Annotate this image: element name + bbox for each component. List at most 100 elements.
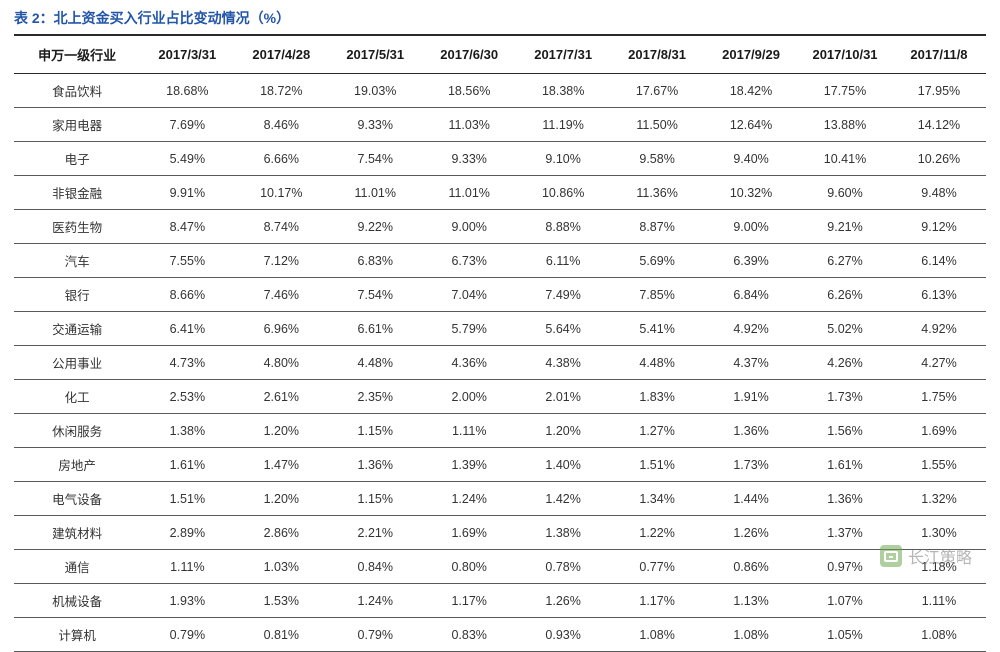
value-cell: 8.87%: [610, 210, 704, 244]
value-cell: 7.85%: [610, 278, 704, 312]
wechat-icon: [880, 545, 902, 567]
industry-name-cell: 银行: [14, 278, 140, 312]
table-row: 房地产1.61%1.47%1.36%1.39%1.40%1.51%1.73%1.…: [14, 448, 986, 482]
value-cell: 1.47%: [234, 448, 328, 482]
value-cell: 6.11%: [516, 244, 610, 278]
industry-name-cell: 机械设备: [14, 584, 140, 618]
value-cell: 1.13%: [704, 584, 798, 618]
value-cell: 0.86%: [704, 550, 798, 584]
value-cell: 1.11%: [422, 414, 516, 448]
table-title: 表 2：北上资金买入行业占比变动情况（%）: [14, 8, 986, 28]
value-cell: 1.07%: [798, 584, 892, 618]
table-row: 电气设备1.51%1.20%1.15%1.24%1.42%1.34%1.44%1…: [14, 482, 986, 516]
value-cell: 5.02%: [798, 312, 892, 346]
value-cell: 1.24%: [422, 482, 516, 516]
value-cell: 5.49%: [140, 142, 234, 176]
watermark: 长江策略: [880, 544, 972, 568]
value-cell: 1.08%: [892, 618, 986, 652]
value-cell: 1.20%: [234, 414, 328, 448]
industry-name-cell: 汽车: [14, 244, 140, 278]
value-cell: 7.46%: [234, 278, 328, 312]
value-cell: 1.51%: [140, 482, 234, 516]
value-cell: 0.80%: [422, 550, 516, 584]
value-cell: 1.69%: [892, 414, 986, 448]
value-cell: 4.48%: [328, 346, 422, 380]
industry-name-cell: 建筑材料: [14, 516, 140, 550]
value-cell: 10.41%: [798, 142, 892, 176]
table-row: 通信1.11%1.03%0.84%0.80%0.78%0.77%0.86%0.9…: [14, 550, 986, 584]
value-cell: 11.01%: [422, 176, 516, 210]
value-cell: 1.26%: [704, 516, 798, 550]
value-cell: 1.36%: [328, 448, 422, 482]
value-cell: 4.80%: [234, 346, 328, 380]
value-cell: 10.26%: [892, 142, 986, 176]
column-header-date: 2017/3/31: [140, 35, 234, 74]
value-cell: 4.27%: [892, 346, 986, 380]
value-cell: 6.96%: [234, 312, 328, 346]
value-cell: 7.55%: [140, 244, 234, 278]
value-cell: 2.89%: [140, 516, 234, 550]
value-cell: 18.68%: [140, 74, 234, 108]
table-row: 家用电器7.69%8.46%9.33%11.03%11.19%11.50%12.…: [14, 108, 986, 142]
value-cell: 1.26%: [516, 584, 610, 618]
industry-name-cell: 电子: [14, 142, 140, 176]
value-cell: 1.93%: [140, 584, 234, 618]
value-cell: 7.54%: [328, 278, 422, 312]
value-cell: 9.12%: [892, 210, 986, 244]
table-row: 休闲服务1.38%1.20%1.15%1.11%1.20%1.27%1.36%1…: [14, 414, 986, 448]
value-cell: 4.73%: [140, 346, 234, 380]
industry-name-cell: 通信: [14, 550, 140, 584]
value-cell: 6.13%: [892, 278, 986, 312]
value-cell: 0.97%: [798, 550, 892, 584]
value-cell: 6.14%: [892, 244, 986, 278]
value-cell: 2.21%: [328, 516, 422, 550]
value-cell: 11.03%: [422, 108, 516, 142]
value-cell: 14.12%: [892, 108, 986, 142]
value-cell: 4.92%: [892, 312, 986, 346]
value-cell: 9.40%: [704, 142, 798, 176]
value-cell: 9.00%: [704, 210, 798, 244]
table-row: 食品饮料18.68%18.72%19.03%18.56%18.38%17.67%…: [14, 74, 986, 108]
value-cell: 0.77%: [610, 550, 704, 584]
value-cell: 10.17%: [234, 176, 328, 210]
value-cell: 17.95%: [892, 74, 986, 108]
value-cell: 0.83%: [422, 618, 516, 652]
value-cell: 6.41%: [140, 312, 234, 346]
value-cell: 1.40%: [516, 448, 610, 482]
value-cell: 1.32%: [892, 482, 986, 516]
value-cell: 7.04%: [422, 278, 516, 312]
value-cell: 7.12%: [234, 244, 328, 278]
value-cell: 2.61%: [234, 380, 328, 414]
value-cell: 4.37%: [704, 346, 798, 380]
value-cell: 8.47%: [140, 210, 234, 244]
industry-name-cell: 食品饮料: [14, 74, 140, 108]
value-cell: 1.75%: [892, 380, 986, 414]
value-cell: 18.56%: [422, 74, 516, 108]
industry-name-cell: 交通运输: [14, 312, 140, 346]
value-cell: 1.17%: [422, 584, 516, 618]
watermark-text: 长江策略: [908, 544, 972, 568]
value-cell: 1.03%: [234, 550, 328, 584]
industry-name-cell: 医药生物: [14, 210, 140, 244]
value-cell: 19.03%: [328, 74, 422, 108]
column-header-date: 2017/9/29: [704, 35, 798, 74]
value-cell: 11.19%: [516, 108, 610, 142]
value-cell: 1.56%: [798, 414, 892, 448]
value-cell: 1.91%: [704, 380, 798, 414]
table-row: 电子5.49%6.66%7.54%9.33%9.10%9.58%9.40%10.…: [14, 142, 986, 176]
value-cell: 1.22%: [610, 516, 704, 550]
value-cell: 11.50%: [610, 108, 704, 142]
value-cell: 4.92%: [704, 312, 798, 346]
value-cell: 7.54%: [328, 142, 422, 176]
table-row: 化工2.53%2.61%2.35%2.00%2.01%1.83%1.91%1.7…: [14, 380, 986, 414]
value-cell: 18.38%: [516, 74, 610, 108]
table-row: 汽车7.55%7.12%6.83%6.73%6.11%5.69%6.39%6.2…: [14, 244, 986, 278]
value-cell: 1.55%: [892, 448, 986, 482]
value-cell: 1.39%: [422, 448, 516, 482]
value-cell: 9.48%: [892, 176, 986, 210]
table-row: 医药生物8.47%8.74%9.22%9.00%8.88%8.87%9.00%9…: [14, 210, 986, 244]
value-cell: 1.38%: [140, 414, 234, 448]
value-cell: 1.17%: [610, 584, 704, 618]
table-row: 交通运输6.41%6.96%6.61%5.79%5.64%5.41%4.92%5…: [14, 312, 986, 346]
value-cell: 1.83%: [610, 380, 704, 414]
